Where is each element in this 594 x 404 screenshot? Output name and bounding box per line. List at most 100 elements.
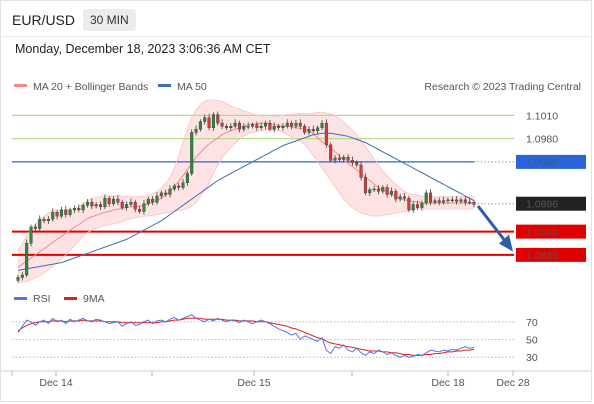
candle (25, 243, 29, 276)
candle (229, 126, 233, 128)
candle (59, 209, 63, 217)
candle (85, 201, 89, 206)
candle (311, 129, 315, 132)
legend-swatch-rsi (14, 297, 27, 300)
legend-swatch-ma50 (158, 84, 171, 87)
candle (433, 200, 437, 203)
candle (294, 122, 298, 127)
timeframe-badge[interactable]: 30 MIN (83, 9, 136, 31)
candle (81, 205, 85, 211)
rsi-ma-line (17, 317, 475, 356)
x-tick-label: Dec 18 (431, 377, 464, 389)
candle (151, 198, 155, 203)
candle (372, 188, 376, 191)
last-level-label: 1.0896 (526, 199, 558, 211)
candle (120, 201, 124, 208)
rsi-tick-label: 30 (526, 352, 538, 364)
candle (411, 204, 415, 211)
candle (342, 157, 346, 160)
candle (103, 198, 107, 208)
candle (107, 198, 111, 204)
candle (177, 185, 181, 188)
candle (281, 126, 285, 128)
candle (363, 177, 367, 194)
candle (155, 195, 159, 203)
candle (125, 204, 129, 208)
rsi-tick-label: 70 (526, 317, 538, 329)
candle (303, 126, 307, 133)
candle (442, 200, 446, 203)
candle (437, 200, 441, 203)
candle (64, 209, 68, 215)
pivot-level-tag (516, 154, 586, 169)
candle (285, 122, 289, 127)
candle (350, 160, 354, 163)
candle (420, 202, 424, 208)
candle (216, 114, 220, 124)
candle (403, 196, 407, 199)
candle (468, 201, 472, 204)
rsi-tick-label: 50 (526, 335, 538, 347)
candle (16, 277, 20, 281)
candle (376, 188, 380, 192)
candle (459, 199, 463, 202)
candle (168, 188, 172, 195)
candle (307, 129, 311, 133)
candle (290, 122, 294, 127)
legend-label: MA 20 + Bollinger Bands (33, 81, 148, 93)
bollinger-upper-line (17, 99, 474, 252)
resistance-level-label: 1.1010 (526, 110, 558, 122)
candle (446, 199, 450, 202)
candle (455, 199, 459, 202)
candle (237, 122, 241, 130)
candle (51, 212, 55, 220)
bollinger-band-area (18, 99, 474, 283)
candle (207, 117, 211, 128)
legend-label: RSI (33, 293, 51, 305)
candle (142, 203, 146, 212)
candle (146, 198, 150, 204)
candle (224, 126, 228, 128)
candle (77, 208, 81, 211)
candle (246, 126, 250, 128)
target-level-tag (516, 247, 586, 262)
candle (368, 189, 372, 194)
timestamp: Monday, December 18, 2023 3:06:36 AM CET (15, 42, 271, 56)
candle (277, 126, 281, 128)
candle (324, 122, 328, 146)
candle (264, 122, 268, 127)
candle (424, 192, 428, 204)
candle (333, 157, 337, 161)
forecast-arrow-head (499, 234, 513, 252)
candle (181, 182, 185, 188)
candle (203, 117, 207, 122)
legend-swatch-bollinger (14, 84, 27, 87)
candle (450, 199, 454, 202)
candle (29, 226, 33, 244)
legend-label: 9MA (83, 293, 105, 305)
resistance-level-label: 1.0980 (526, 134, 558, 146)
x-tick-label: Dec 14 (39, 377, 72, 389)
rsi-line (17, 314, 475, 358)
forecast-arrow-shaft (476, 205, 506, 241)
candle (42, 219, 46, 221)
candle (94, 204, 98, 207)
candle (359, 164, 363, 178)
candle (133, 201, 137, 210)
last-level-tag (516, 196, 586, 211)
candle (38, 219, 42, 229)
candle (129, 201, 133, 205)
ma50-line (17, 132, 475, 271)
candle (90, 201, 94, 207)
candle (320, 122, 324, 128)
candle (99, 204, 103, 208)
candle (394, 191, 398, 200)
candle (242, 126, 246, 130)
candle (381, 187, 385, 192)
candle (429, 192, 433, 203)
candle (298, 122, 302, 127)
bollinger-lower-line (17, 128, 474, 284)
header-divider (2, 36, 590, 37)
